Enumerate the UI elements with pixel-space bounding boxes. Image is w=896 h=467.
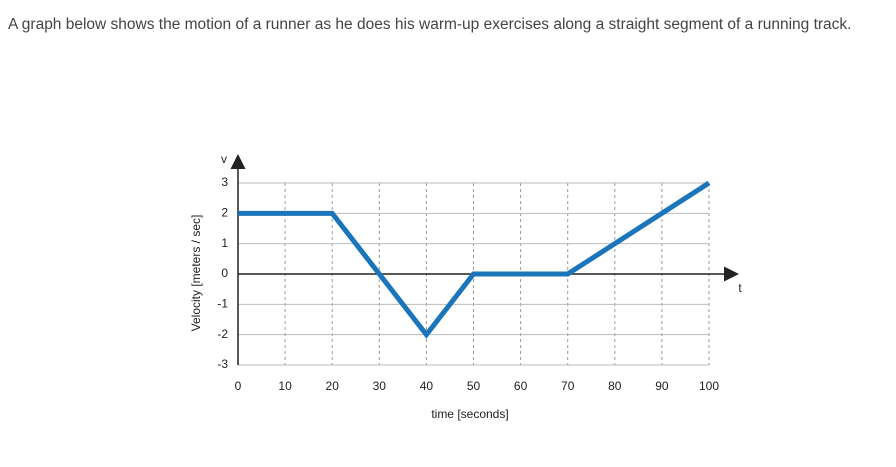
y-tick-label: -3 bbox=[217, 357, 228, 371]
x-tick-label: 30 bbox=[373, 379, 387, 393]
data-line bbox=[238, 180, 711, 339]
question-text: A graph below shows the motion of a runn… bbox=[8, 16, 852, 33]
x-tick-label: 60 bbox=[514, 379, 528, 393]
y-axis-symbol: v bbox=[221, 152, 227, 166]
x-tick-label: 70 bbox=[561, 379, 575, 393]
x-axis-label: time [seconds] bbox=[431, 407, 508, 421]
x-tick-label: 90 bbox=[655, 379, 669, 393]
x-tick-label: 40 bbox=[420, 379, 434, 393]
y-tick-label: 0 bbox=[221, 266, 228, 280]
y-tick-label: 3 bbox=[221, 175, 228, 189]
x-tick-label: 20 bbox=[326, 379, 340, 393]
y-tick-label: -2 bbox=[217, 327, 228, 341]
y-tick-label: 1 bbox=[221, 236, 228, 250]
y-tick-label: 2 bbox=[221, 206, 228, 220]
x-tick-label: 10 bbox=[278, 379, 292, 393]
y-tick-label: -1 bbox=[217, 297, 228, 311]
y-axis-label: Velocity [meters / sec] bbox=[189, 215, 203, 332]
x-axis-symbol: t bbox=[738, 281, 742, 295]
x-tick-label: 50 bbox=[467, 379, 481, 393]
x-tick-label: 0 bbox=[235, 379, 242, 393]
x-tick-label: 80 bbox=[608, 379, 622, 393]
x-tick-label: 100 bbox=[699, 379, 719, 393]
